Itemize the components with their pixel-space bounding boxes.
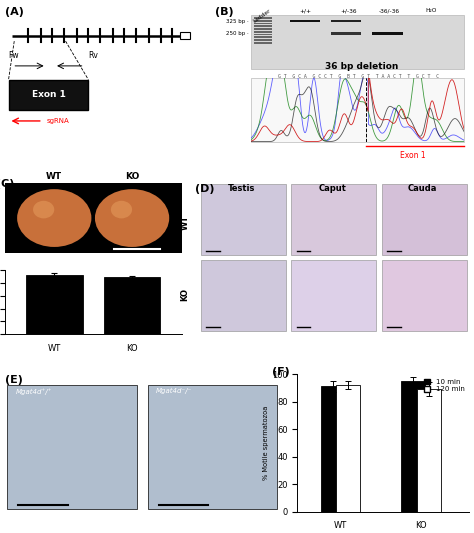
Text: 250 bp ·: 250 bp · [226,31,248,36]
Text: Fw: Fw [9,51,19,60]
Text: Cauda: Cauda [408,184,438,193]
Bar [254,31,272,33]
Bar [382,184,466,255]
Y-axis label: % Motile spermatozoa: % Motile spermatozoa [263,406,269,480]
Bar [254,36,272,38]
Bar [290,20,320,22]
Bar [382,260,466,331]
Ellipse shape [33,201,54,219]
Text: -36/-36: -36/-36 [379,8,400,13]
Text: 325 bp ·: 325 bp · [226,19,248,23]
Bar [254,28,272,30]
Text: Caput: Caput [318,184,346,193]
Text: G T  G C A  G C C T  G  B T  G T  T A A C T  T  G C T  C: G T G C A G C C T G B T G T T A A C T T … [278,74,439,79]
Bar [201,184,286,255]
Bar [321,386,345,512]
Bar [148,385,277,509]
Bar [401,381,426,512]
Bar [254,26,272,27]
Bar [104,277,160,334]
Text: 36 bp deletion: 36 bp deletion [325,62,398,71]
Bar [254,17,272,19]
Text: H₂O: H₂O [425,8,437,13]
Bar [331,20,362,22]
Text: Rv: Rv [88,51,98,60]
Ellipse shape [111,201,132,219]
Text: +/-36: +/-36 [340,8,357,13]
Text: sgRNA: sgRNA [46,118,69,124]
Text: KO: KO [181,288,190,301]
Text: Mgat4d⁻/⁻: Mgat4d⁻/⁻ [156,388,192,394]
Bar [291,184,376,255]
Bar [331,33,362,35]
Bar [8,385,137,509]
Bar [201,260,286,331]
Bar [291,260,376,331]
Bar [180,32,190,39]
Text: KO: KO [125,172,139,181]
Text: (C): (C) [0,179,14,189]
Text: WT: WT [181,215,190,230]
Text: Mgat4d⁺/⁺: Mgat4d⁺/⁺ [16,388,52,394]
Ellipse shape [95,189,169,247]
Bar [251,15,464,69]
Text: (D): (D) [195,184,215,195]
Bar [336,385,360,512]
Text: +/+: +/+ [299,8,311,13]
Bar [9,79,88,110]
Text: (B): (B) [215,7,234,17]
Text: (F): (F) [272,367,290,377]
Bar [254,39,272,41]
Text: Exon 1: Exon 1 [31,90,65,99]
Text: (A): (A) [5,7,24,17]
Bar [254,34,272,35]
Text: WT: WT [46,172,62,181]
Bar [254,23,272,25]
Bar [417,389,441,512]
Ellipse shape [17,189,91,247]
Bar [26,274,82,334]
Bar [372,33,402,35]
Text: (E): (E) [5,375,23,385]
Bar [254,42,272,44]
Bar [254,20,272,21]
Text: Testis: Testis [228,184,255,193]
Text: Ladder: Ladder [252,8,271,24]
Bar [251,78,464,142]
Legend: 10 min, 120 min: 10 min, 120 min [422,377,466,394]
